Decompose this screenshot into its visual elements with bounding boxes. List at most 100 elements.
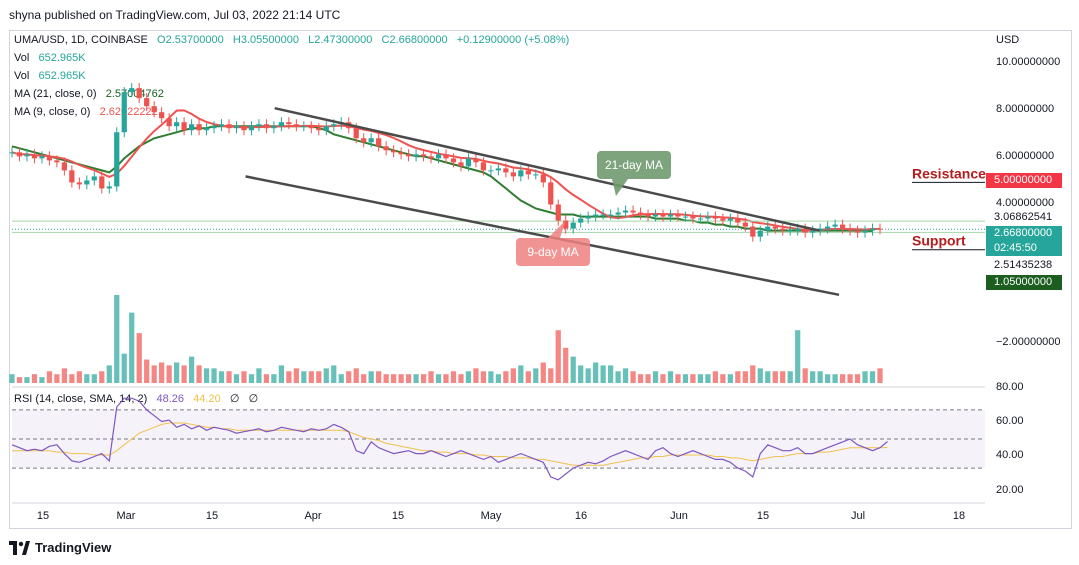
candle-body — [435, 154, 442, 159]
volume-bar — [555, 330, 561, 383]
ma21-legend[interactable]: MA (21, close, 0) 2.57004762 — [14, 88, 164, 100]
volume-bar — [39, 377, 45, 383]
candle-body — [697, 218, 704, 220]
rsi-legend[interactable]: RSI (14, close, SMA, 14, 2) 48.26 44.20 … — [14, 392, 258, 405]
vol2-value: 652.965K — [38, 70, 86, 82]
volume-bar — [405, 374, 412, 383]
volume-bar — [727, 374, 733, 383]
rsi-line — [11, 397, 888, 481]
volume-bar — [495, 374, 501, 383]
change-value: +0.12900000 (+5.08%) — [456, 34, 570, 46]
candle-body — [869, 228, 876, 231]
ma9-callout: 9-day MA — [516, 220, 590, 266]
candle-body — [810, 230, 816, 233]
tradingview-logo-icon — [9, 540, 30, 555]
volume-bar — [854, 374, 861, 383]
candle-body — [622, 210, 629, 213]
volume-bar — [353, 368, 359, 383]
upper-band-badge: 3.06862541 — [986, 210, 1062, 225]
candle-body — [391, 150, 397, 153]
candle-body — [376, 138, 382, 147]
candle-body — [188, 124, 195, 131]
rsi-tick: 80.00 — [996, 381, 1024, 393]
volume-bar — [428, 371, 434, 383]
volume-bar — [263, 374, 270, 383]
ma9-callout-text: 9-day MA — [527, 245, 578, 259]
tradingview-logo[interactable]: TradingView — [9, 540, 111, 555]
volume-bar — [869, 371, 876, 383]
low-value: L2.47300000 — [308, 34, 373, 46]
candle-body — [129, 88, 135, 93]
volume-bar — [772, 371, 778, 383]
vol-legend-1[interactable]: Vol 652.965K — [14, 52, 86, 64]
candle-body — [637, 212, 644, 215]
candle-body — [361, 138, 367, 143]
x-tick: 15 — [756, 510, 770, 522]
volume-bar — [114, 295, 120, 383]
volume-bar — [391, 374, 397, 383]
candle-body — [226, 124, 232, 129]
candle-body — [166, 118, 172, 127]
volume-bar — [121, 353, 127, 383]
candle-body — [525, 170, 531, 175]
volume-bar — [652, 371, 659, 383]
candle-body — [443, 154, 449, 159]
ma9-line — [11, 109, 881, 232]
volume-bar — [450, 371, 457, 383]
volume-bar — [308, 371, 314, 383]
candle-body — [136, 88, 142, 99]
price-tick: 4.00000000 — [996, 197, 1055, 209]
candle-body — [203, 128, 210, 131]
price-tick: 8.00000000 — [996, 103, 1055, 115]
candle-body — [76, 182, 82, 185]
candle-body — [488, 170, 494, 172]
volume-bar — [690, 374, 696, 383]
candle-body — [413, 154, 419, 157]
candle-body — [151, 106, 157, 113]
volume-bar — [181, 365, 187, 383]
vol-legend-2[interactable]: Vol 652.965K — [14, 70, 86, 82]
vol1-value: 652.965K — [38, 52, 86, 64]
volume-bar — [106, 365, 112, 383]
candle-body — [16, 152, 23, 157]
volume-bar — [802, 368, 808, 383]
publisher-line: shyna published on TradingView.com, Jul … — [9, 8, 341, 22]
candle-body — [563, 220, 569, 229]
ma9-callout-box — [516, 238, 590, 266]
candle-body — [293, 124, 299, 127]
volume-bar — [847, 374, 853, 383]
volume-bar — [435, 374, 442, 383]
volume-bar — [570, 356, 576, 383]
candle-body — [69, 170, 75, 183]
candle-body — [24, 154, 30, 157]
volume-bar — [712, 371, 718, 383]
candle-body — [428, 156, 434, 159]
volume-bar — [383, 374, 389, 383]
volume-bar — [473, 368, 479, 383]
volume-bar — [398, 374, 404, 383]
volume-bar — [151, 365, 157, 383]
rsi-value: 48.26 — [156, 393, 184, 405]
ma9-legend[interactable]: MA (9, close, 0) 2.62022222 — [14, 106, 158, 118]
volume-bar — [144, 359, 150, 383]
candle-body — [742, 222, 748, 227]
candle-body — [712, 216, 718, 219]
volume-bar — [593, 362, 599, 383]
candle-body — [278, 122, 284, 127]
symbol-legend[interactable]: UMA/USD, 1D, COINBASE O2.53700000 H3.055… — [14, 34, 569, 46]
volume-bar — [660, 374, 666, 383]
candle-body — [248, 126, 255, 131]
volume-bar — [548, 368, 554, 383]
volume-bar — [420, 374, 427, 383]
vol1-label: Vol — [14, 52, 30, 64]
ma21-callout-text: 21-day MA — [605, 158, 663, 172]
volume-bar — [533, 368, 539, 383]
candle-body — [331, 124, 337, 127]
price-tick: 6.00000000 — [996, 150, 1055, 162]
volume-bar — [61, 368, 67, 383]
volume-bar — [630, 371, 636, 383]
lower-trendline — [245, 175, 840, 297]
candle-body — [54, 160, 60, 163]
volume-bar — [645, 374, 651, 383]
